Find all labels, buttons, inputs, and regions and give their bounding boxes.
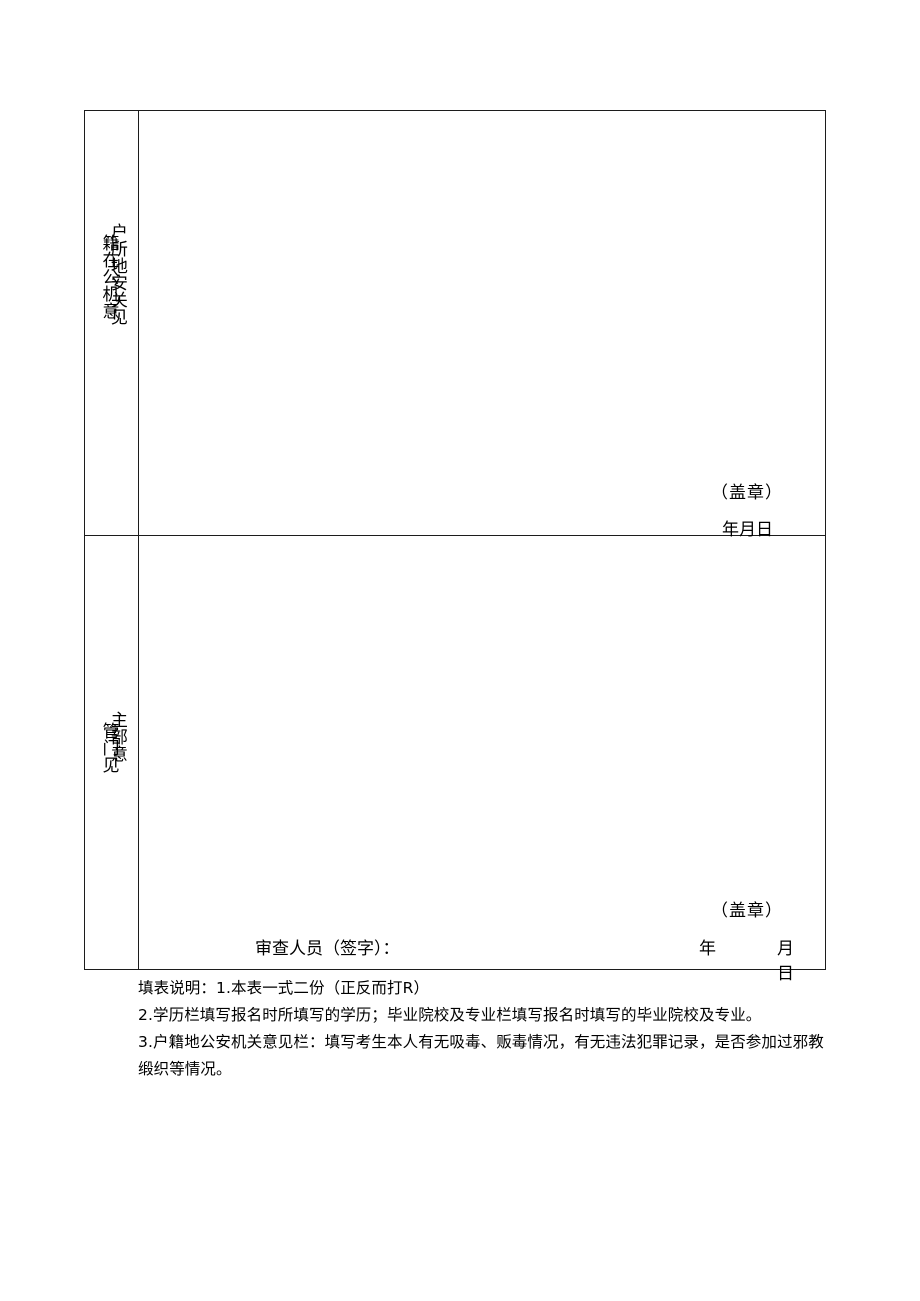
department-opinion-date-monthday: 月日: [777, 939, 794, 984]
department-opinion-seal-text: （盖章）: [711, 901, 783, 921]
department-opinion-vertical-label: 主部意 管门见: [85, 711, 139, 773]
table-row-police-opinion: 户所地安关见 籍在公机意 （盖章） 年月日: [85, 111, 825, 540]
instruction-line-1: 填表说明：1.本表一式二份（正反而打R）: [138, 979, 430, 997]
approval-form-table: 户所地安关见 籍在公机意 （盖章） 年月日 主部意 管门见 （盖章） 审查人员（…: [84, 110, 826, 984]
department-opinion-label-cell: 主部意 管门见: [85, 536, 139, 969]
instruction-line-3: 3.户籍地公安机关意见栏：填写考生本人有无吸毒、贩毒情况，有无违法犯罪记录，是否…: [138, 1033, 824, 1078]
table-row-department-opinion: 主部意 管门见 （盖章） 审查人员（签字）： 年 月日: [85, 536, 825, 984]
police-opinion-content-area[interactable]: （盖章） 年月日: [139, 111, 825, 540]
police-opinion-label-column-left: 籍在公机意: [98, 234, 119, 319]
police-opinion-seal-text: （盖章）: [711, 483, 783, 503]
department-opinion-label-column-right: 主部意: [106, 711, 127, 762]
reviewer-signature-row: 审查人员（签字）： 年 月日: [255, 934, 794, 984]
police-opinion-date-text: 年月日: [722, 520, 773, 540]
reviewer-signature-label: 审查人员（签字）：: [255, 939, 400, 959]
department-opinion-date-year: 年: [699, 939, 716, 959]
police-opinion-label-column-right: 户所地安关见: [106, 223, 127, 325]
police-opinion-vertical-label: 户所地安关见 籍在公机意: [85, 223, 139, 325]
instruction-line-2: 2.学历栏填写报名时所填写的学历；毕业院校及专业栏填写报名时填写的毕业院校及专业…: [138, 1006, 762, 1024]
department-opinion-label-column-left: 管门见: [98, 722, 119, 773]
form-instructions: 填表说明：1.本表一式二份（正反而打R） 2.学历栏填写报名时所填写的学历；毕业…: [138, 975, 848, 1083]
police-opinion-label-cell: 户所地安关见 籍在公机意: [85, 111, 139, 535]
department-opinion-content-area[interactable]: （盖章） 审查人员（签字）： 年 月日: [139, 536, 825, 984]
